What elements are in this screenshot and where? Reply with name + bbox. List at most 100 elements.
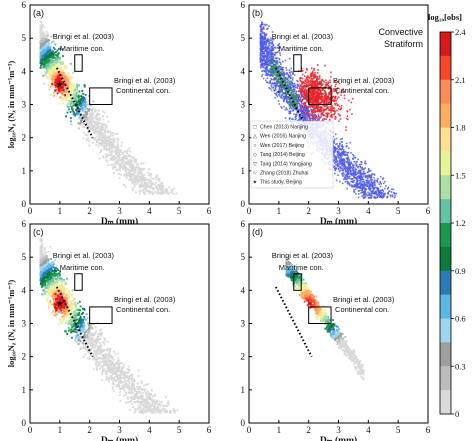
point-stratiform — [294, 100, 296, 102]
point — [113, 172, 115, 175]
point-stratiform — [337, 165, 339, 167]
point-stratiform — [381, 195, 383, 197]
point-stratiform — [260, 56, 263, 59]
point-stratiform — [279, 65, 282, 68]
point — [45, 30, 48, 33]
point-stratiform — [371, 186, 373, 189]
point — [149, 174, 152, 177]
point — [65, 99, 68, 101]
point-stratiform — [320, 114, 323, 116]
point-convective — [343, 97, 346, 100]
point-stratiform — [261, 70, 263, 73]
point-stratiform — [359, 187, 361, 190]
point-stratiform — [277, 74, 280, 77]
point-stratiform — [376, 194, 379, 197]
point — [128, 147, 131, 150]
point-stratiform — [365, 181, 368, 184]
point — [99, 129, 102, 132]
point — [53, 73, 56, 76]
point-stratiform — [283, 86, 285, 89]
point-stratiform — [277, 69, 280, 72]
point — [41, 51, 44, 54]
point-stratiform — [341, 155, 344, 157]
point-stratiform — [289, 102, 291, 104]
point-stratiform — [373, 196, 375, 198]
point — [53, 76, 56, 79]
point-stratiform — [343, 149, 345, 151]
point-stratiform — [267, 45, 270, 47]
point-stratiform — [272, 49, 275, 52]
point-stratiform — [370, 192, 373, 195]
point — [97, 138, 100, 141]
point-stratiform — [302, 102, 305, 105]
point-stratiform — [353, 160, 355, 163]
point — [118, 165, 121, 168]
point-stratiform — [277, 93, 280, 96]
point-convective — [325, 101, 328, 103]
point — [140, 176, 143, 178]
point — [126, 152, 129, 155]
point-stratiform — [282, 66, 284, 69]
point — [56, 58, 59, 61]
point-stratiform — [281, 82, 284, 85]
point-stratiform — [274, 71, 276, 74]
point — [98, 134, 101, 137]
point-convective — [333, 107, 336, 109]
point-stratiform — [279, 86, 281, 89]
point-convective — [311, 106, 314, 108]
point — [43, 37, 46, 40]
point — [105, 126, 108, 129]
point-stratiform — [355, 173, 358, 176]
point-stratiform — [287, 89, 289, 91]
point — [57, 72, 60, 75]
point-stratiform — [298, 118, 300, 121]
point — [149, 181, 152, 184]
point-stratiform — [334, 169, 337, 172]
point — [140, 177, 143, 180]
point — [69, 117, 72, 120]
point-stratiform — [346, 157, 349, 159]
point-stratiform — [262, 43, 264, 46]
point — [117, 160, 120, 163]
point-stratiform — [340, 160, 342, 163]
point — [88, 121, 91, 124]
point — [44, 57, 47, 60]
point — [51, 68, 54, 71]
point-stratiform — [289, 96, 292, 99]
point-stratiform — [354, 188, 357, 190]
point-stratiform — [362, 175, 365, 177]
point — [72, 96, 75, 99]
point — [152, 188, 155, 191]
point-stratiform — [371, 173, 373, 175]
point — [108, 142, 110, 144]
point-stratiform — [285, 73, 288, 75]
point — [88, 140, 91, 142]
point-stratiform — [259, 44, 262, 47]
point-convective — [304, 85, 307, 88]
point — [164, 191, 167, 194]
point — [139, 179, 142, 182]
point-stratiform — [366, 194, 368, 197]
point-stratiform — [342, 161, 345, 164]
point — [128, 178, 131, 181]
point-stratiform — [366, 179, 369, 181]
point — [74, 114, 76, 117]
point — [115, 168, 118, 171]
point-convective — [297, 94, 300, 96]
point-stratiform — [287, 76, 290, 79]
point-stratiform — [375, 194, 378, 196]
point-stratiform — [278, 88, 281, 91]
point — [86, 107, 89, 110]
point-stratiform — [309, 118, 311, 120]
point — [104, 130, 107, 133]
point — [105, 143, 108, 146]
point-stratiform — [356, 182, 359, 185]
point-stratiform — [267, 38, 269, 41]
point-stratiform — [280, 89, 283, 91]
point-stratiform — [289, 85, 291, 88]
point-convective — [304, 97, 307, 100]
point-stratiform — [350, 161, 353, 164]
point-stratiform — [259, 36, 262, 39]
point — [134, 180, 137, 183]
point-stratiform — [339, 155, 342, 157]
